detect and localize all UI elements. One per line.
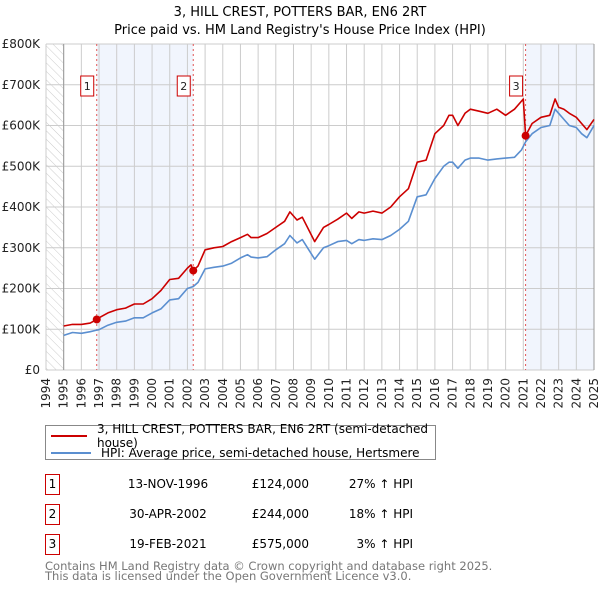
sale-price: £244,000 <box>251 507 309 521</box>
property-price-line <box>63 98 595 327</box>
sale-hpi-diff: 27% ↑ HPI <box>348 477 413 491</box>
footer-licence: This data is licensed under the Open Gov… <box>45 569 412 583</box>
x-tick-label: 2008 <box>286 378 300 409</box>
x-tick-label: 2007 <box>269 378 283 409</box>
x-tick-label: 2001 <box>163 378 177 409</box>
legend-label: HPI: Average price, semi-detached house,… <box>101 446 420 460</box>
hpi-line <box>63 108 595 337</box>
x-tick-label: 2006 <box>251 378 265 409</box>
sale-date: 13-NOV-1996 <box>127 477 209 491</box>
x-tick-label: 1997 <box>92 378 106 409</box>
legend-item-hpi: HPI: Average price, semi-detached house,… <box>46 445 420 461</box>
sale-number: 3 <box>45 534 60 555</box>
y-tick-label: £800K <box>2 37 42 51</box>
sale-date: 19-FEB-2021 <box>129 537 207 551</box>
y-tick-label: £600K <box>2 119 42 133</box>
x-tick-label: 2016 <box>428 378 442 409</box>
chart-subtitle: Price paid vs. HM Land Registry's House … <box>114 23 486 38</box>
y-tick-label: £200K <box>2 282 42 296</box>
sale-label-box <box>80 75 95 97</box>
sale-hpi-diff: 18% ↑ HPI <box>348 507 413 521</box>
sale-price: £575,000 <box>251 537 309 551</box>
x-tick-label: 2024 <box>569 378 583 409</box>
x-tick-label: 2009 <box>304 378 318 409</box>
x-tick-label: 2004 <box>216 378 230 409</box>
price-chart: 3, HILL CREST, POTTERS BAR, EN6 2RT Pric… <box>2 5 600 409</box>
x-tick-label: 2023 <box>552 378 566 409</box>
y-tick-label: £700K <box>2 78 42 92</box>
x-tick-label: 2021 <box>516 378 530 409</box>
x-tick-label: 2013 <box>375 378 389 409</box>
sale-point <box>189 266 198 275</box>
x-tick-label: 2011 <box>340 378 354 409</box>
sale-row: 2 30-APR-2002 £244,000 18% ↑ HPI <box>45 504 445 525</box>
footer-copyright: Contains HM Land Registry data © Crown c… <box>45 559 493 573</box>
sale-row: 3 19-FEB-2021 £575,000 3% ↑ HPI <box>45 534 445 555</box>
x-tick-label: 1994 <box>39 378 53 409</box>
y-tick-label: £300K <box>2 241 42 255</box>
x-tick-label: 2020 <box>499 378 513 409</box>
x-tick-label: 2014 <box>393 378 407 409</box>
x-tick-label: 1999 <box>127 378 141 409</box>
sale-row: 1 13-NOV-1996 £124,000 27% ↑ HPI <box>45 474 445 495</box>
sale-label-number: 3 <box>513 80 520 93</box>
legend-label: 3, HILL CREST, POTTERS BAR, EN6 2RT (sem… <box>96 422 428 450</box>
legend: 3, HILL CREST, POTTERS BAR, EN6 2RT (sem… <box>45 422 436 461</box>
sale-date: 30-APR-2002 <box>129 507 207 521</box>
x-tick-label: 2018 <box>463 378 477 409</box>
legend-swatch-red <box>51 435 87 437</box>
sale-hpi-diff: 3% ↑ HPI <box>356 537 413 551</box>
x-tick-label: 2000 <box>145 378 159 409</box>
x-tick-label: 2003 <box>198 378 212 409</box>
sale-price: £124,000 <box>251 477 309 491</box>
x-tick-label: 1998 <box>110 378 124 409</box>
x-tick-label: 2005 <box>233 378 247 409</box>
sale-label-box <box>176 75 191 97</box>
sale-point <box>521 131 530 140</box>
x-tick-label: 1995 <box>57 378 71 409</box>
legend-swatch-blue <box>51 452 91 454</box>
x-tick-label: 1996 <box>74 378 88 409</box>
x-tick-label: 2015 <box>410 378 424 409</box>
sale-number: 1 <box>45 474 60 495</box>
x-tick-label: 2012 <box>357 378 371 409</box>
x-tick-label: 2019 <box>481 378 495 409</box>
sale-label-number: 2 <box>180 80 187 93</box>
sale-label-box <box>509 75 524 97</box>
x-tick-label: 2010 <box>322 378 336 409</box>
sale-number: 2 <box>45 504 60 525</box>
x-tick-label: 2002 <box>180 378 194 409</box>
legend-item-property: 3, HILL CREST, POTTERS BAR, EN6 2RT (sem… <box>46 422 435 450</box>
x-tick-label: 2025 <box>587 378 600 409</box>
y-tick-label: £100K <box>2 322 42 336</box>
x-tick-label: 2022 <box>534 378 548 409</box>
sale-label-number: 1 <box>84 80 91 93</box>
y-tick-label: £500K <box>2 159 42 173</box>
y-tick-label: £400K <box>2 200 42 214</box>
y-tick-label: £0 <box>25 363 40 377</box>
x-tick-label: 2017 <box>446 378 460 409</box>
chart-title: 3, HILL CREST, POTTERS BAR, EN6 2RT <box>174 5 427 20</box>
sale-point <box>92 315 101 324</box>
